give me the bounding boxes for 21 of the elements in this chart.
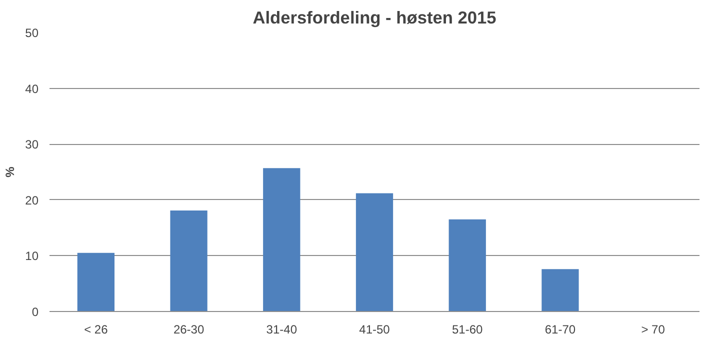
x-tick-label: > 70 [641,322,666,336]
bar [448,219,486,312]
bar [77,252,114,312]
bar [356,193,394,312]
y-tick-label: 20 [25,193,39,208]
x-tick-label: 31-40 [266,322,298,336]
x-tick-label: < 26 [84,322,108,336]
x-tick-label: 41-50 [359,322,390,336]
bar [263,168,300,312]
y-tick-label: 40 [25,82,39,96]
y-tick-label: 0 [32,305,39,319]
bar [170,210,208,312]
x-tick-label: 26-30 [173,322,204,336]
x-tick-label: 51-60 [452,322,484,336]
x-tick-label: 61-70 [544,322,576,336]
y-axis-title: % [3,166,18,178]
bar [542,269,579,312]
y-tick-label: 30 [25,138,39,152]
y-tick-label: 10 [25,249,39,264]
y-tick-label: 50 [25,26,39,40]
chart-title: Aldersfordeling - høsten 2015 [252,8,497,28]
